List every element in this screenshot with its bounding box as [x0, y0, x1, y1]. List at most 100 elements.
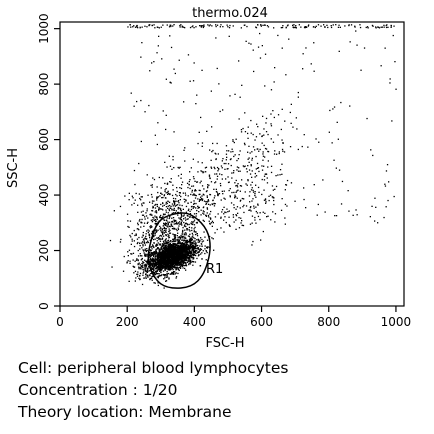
- data-point: [145, 215, 148, 217]
- data-point: [151, 260, 153, 262]
- data-point: [250, 43, 252, 45]
- data-point: [169, 216, 171, 218]
- data-point: [225, 178, 227, 180]
- data-point: [171, 194, 174, 197]
- data-point: [146, 238, 148, 240]
- data-point: [201, 185, 204, 187]
- data-point: [210, 222, 213, 224]
- data-point: [169, 193, 171, 195]
- data-point: [317, 203, 319, 206]
- data-point: [256, 162, 259, 165]
- data-point: [243, 142, 246, 144]
- data-point: [164, 219, 166, 221]
- data-point: [162, 260, 164, 262]
- data-point: [181, 215, 183, 217]
- data-point: [180, 250, 182, 252]
- data-point: [380, 26, 382, 28]
- data-point: [143, 262, 145, 264]
- data-point: [244, 131, 247, 133]
- data-point: [155, 262, 157, 265]
- data-point: [191, 257, 193, 259]
- data-point: [183, 149, 185, 151]
- data-point: [390, 26, 392, 28]
- data-point: [176, 240, 178, 242]
- data-point: [238, 118, 240, 120]
- data-point: [163, 244, 165, 247]
- data-point: [159, 251, 161, 254]
- data-point: [196, 250, 198, 252]
- data-point: [183, 255, 185, 257]
- data-point: [183, 236, 185, 238]
- data-point: [354, 25, 356, 27]
- data-point: [197, 244, 199, 247]
- data-point: [181, 26, 183, 28]
- data-point: [146, 262, 149, 264]
- data-point: [171, 250, 173, 252]
- data-point: [336, 121, 338, 123]
- data-point: [202, 212, 204, 214]
- data-point: [170, 268, 172, 271]
- data-point: [149, 253, 151, 255]
- data-point: [315, 138, 317, 140]
- data-point: [262, 159, 264, 161]
- data-point: [338, 169, 341, 171]
- data-point: [161, 217, 163, 219]
- data-point: [174, 234, 176, 237]
- gate-r1-outline: [147, 212, 211, 289]
- data-point: [198, 189, 200, 191]
- data-point: [133, 202, 135, 204]
- data-point: [151, 202, 154, 204]
- data-point: [227, 168, 229, 170]
- data-point: [183, 101, 185, 103]
- data-point: [174, 252, 176, 254]
- data-point: [167, 245, 169, 247]
- data-point: [172, 251, 174, 253]
- data-point: [165, 248, 168, 251]
- data-point: [172, 159, 174, 161]
- data-point: [222, 158, 224, 160]
- data-point: [177, 166, 179, 169]
- data-point: [241, 179, 243, 181]
- data-point: [176, 235, 178, 237]
- data-point: [158, 275, 160, 278]
- data-point: [161, 232, 164, 234]
- data-point: [198, 206, 200, 209]
- data-point: [168, 247, 170, 249]
- data-point: [158, 259, 160, 261]
- data-point: [192, 207, 194, 209]
- data-point: [180, 195, 182, 198]
- data-point: [141, 205, 143, 207]
- data-point: [359, 26, 362, 29]
- data-point: [255, 168, 257, 170]
- data-point: [136, 258, 138, 260]
- data-point: [189, 259, 191, 261]
- data-point: [185, 232, 187, 234]
- data-point: [393, 195, 395, 198]
- data-point: [156, 237, 158, 239]
- data-point: [153, 217, 155, 219]
- data-point: [138, 266, 140, 268]
- data-point: [177, 223, 179, 225]
- data-point: [155, 212, 158, 214]
- data-point: [127, 220, 129, 222]
- data-point: [395, 88, 397, 90]
- data-point: [173, 251, 175, 253]
- data-point: [168, 230, 170, 233]
- data-point: [248, 42, 250, 44]
- data-point: [170, 260, 172, 263]
- data-point: [146, 271, 149, 273]
- data-point: [199, 198, 201, 201]
- data-point: [254, 193, 256, 195]
- data-point: [227, 163, 230, 165]
- data-point: [189, 251, 191, 253]
- data-point: [282, 25, 284, 27]
- data-point: [337, 26, 340, 28]
- data-point: [180, 248, 182, 250]
- data-point: [164, 268, 166, 270]
- data-point: [146, 26, 148, 28]
- data-point: [151, 214, 153, 216]
- data-point: [257, 186, 260, 189]
- data-point: [365, 26, 367, 29]
- data-point: [239, 200, 241, 202]
- data-point: [184, 192, 186, 194]
